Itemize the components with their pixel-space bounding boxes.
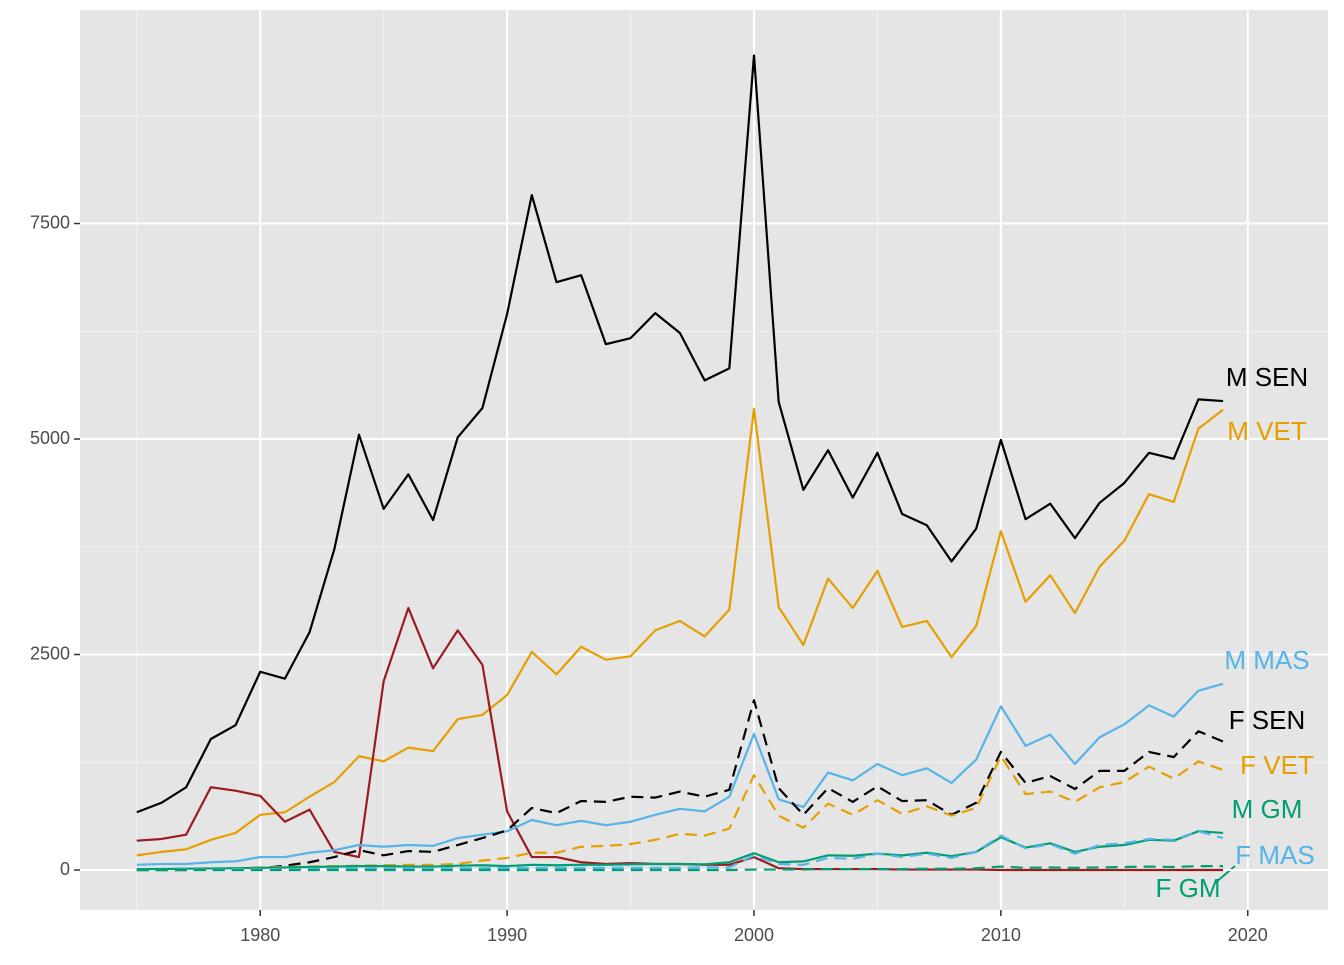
x-tick-label: 2000 (734, 925, 774, 945)
series-line (136, 865, 1224, 872)
y-tick-label: 0 (60, 859, 70, 879)
x-tick-label: 1980 (240, 925, 280, 945)
series-label: F VET (1240, 750, 1314, 780)
series-line (136, 682, 1224, 866)
x-tick-label: 2020 (1228, 925, 1268, 945)
series-label: M VET (1227, 416, 1307, 446)
series-label: F SEN (1229, 705, 1306, 735)
y-tick-label: 5000 (30, 428, 70, 448)
y-tick-label: 7500 (30, 212, 70, 232)
series-line (136, 407, 1224, 857)
series-label: M GM (1232, 794, 1303, 824)
y-tick-label: 2500 (30, 643, 70, 663)
plot-panel (80, 10, 1328, 910)
series-label: M SEN (1226, 362, 1308, 392)
x-tick-label: 1990 (487, 925, 527, 945)
series-label: F GM (1156, 873, 1221, 903)
series-label: M MAS (1224, 645, 1309, 675)
series-line (136, 830, 1224, 872)
series-line (136, 54, 1224, 814)
series-label: F MAS (1235, 840, 1314, 870)
x-tick-label: 2010 (981, 925, 1021, 945)
label-leader (1214, 865, 1236, 884)
series-line (136, 699, 1224, 872)
